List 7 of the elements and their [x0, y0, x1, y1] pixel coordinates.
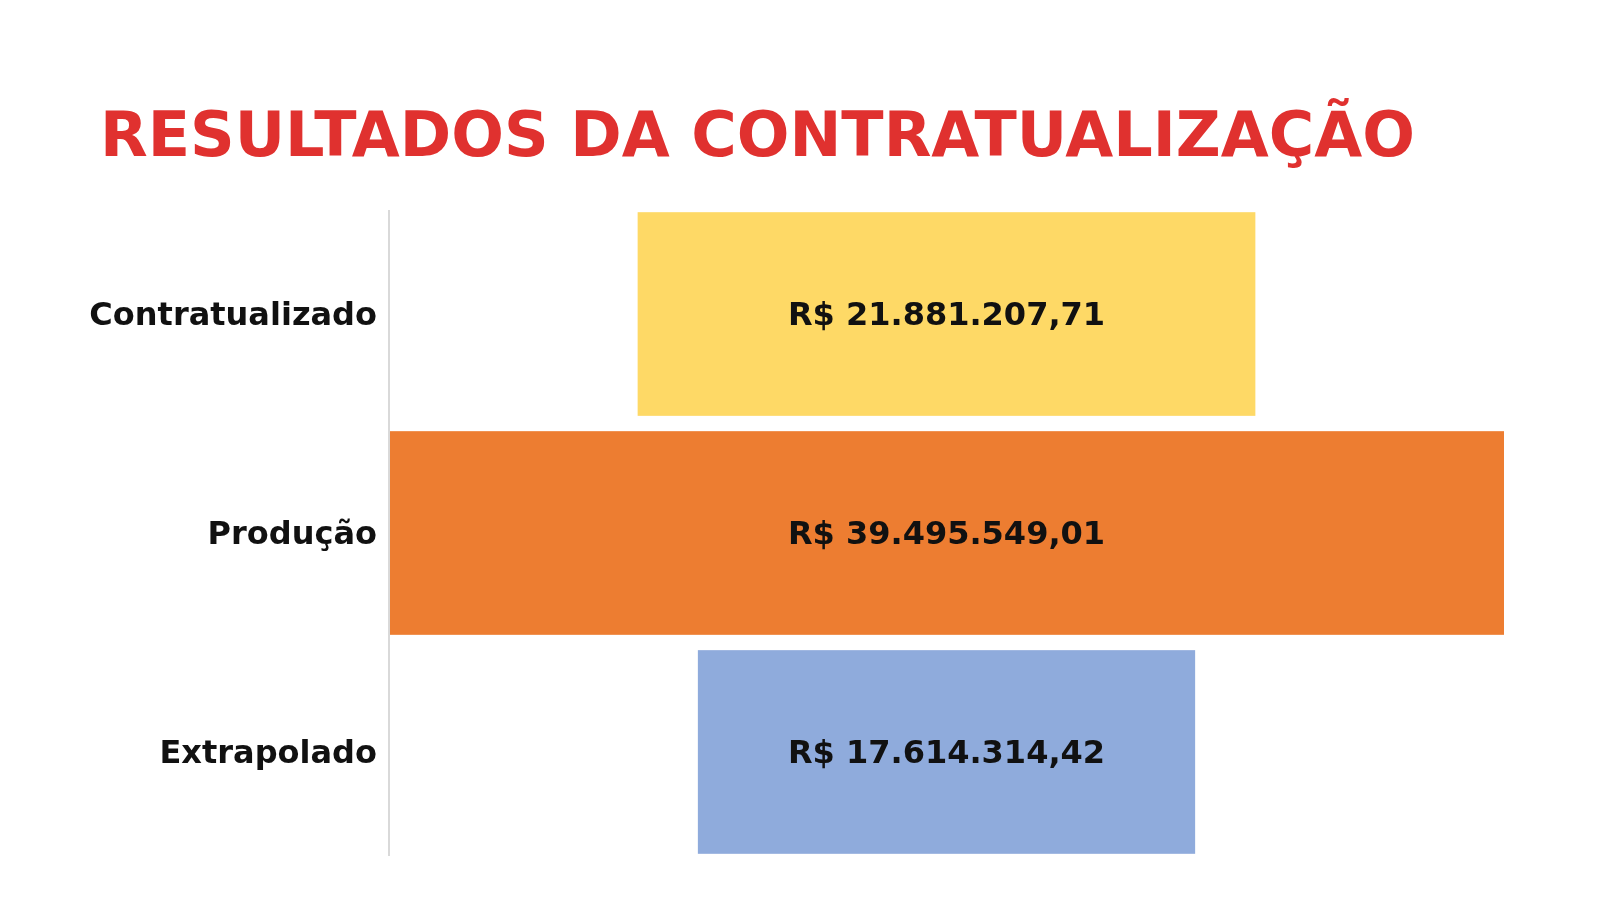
category-label: Contratualizado — [89, 295, 377, 334]
data-label: R$ 21.881.207,71 — [787, 295, 1106, 334]
text: RESULTADOS DA CONTRATUALIZAÇÃO — [100, 98, 1415, 171]
data-label: R$ 17.614.314,42 — [787, 732, 1106, 771]
data-label: R$ 39.495.549,01 — [787, 514, 1106, 552]
category-label: Extrapolado — [159, 732, 377, 771]
category-label: Produção — [207, 514, 377, 552]
